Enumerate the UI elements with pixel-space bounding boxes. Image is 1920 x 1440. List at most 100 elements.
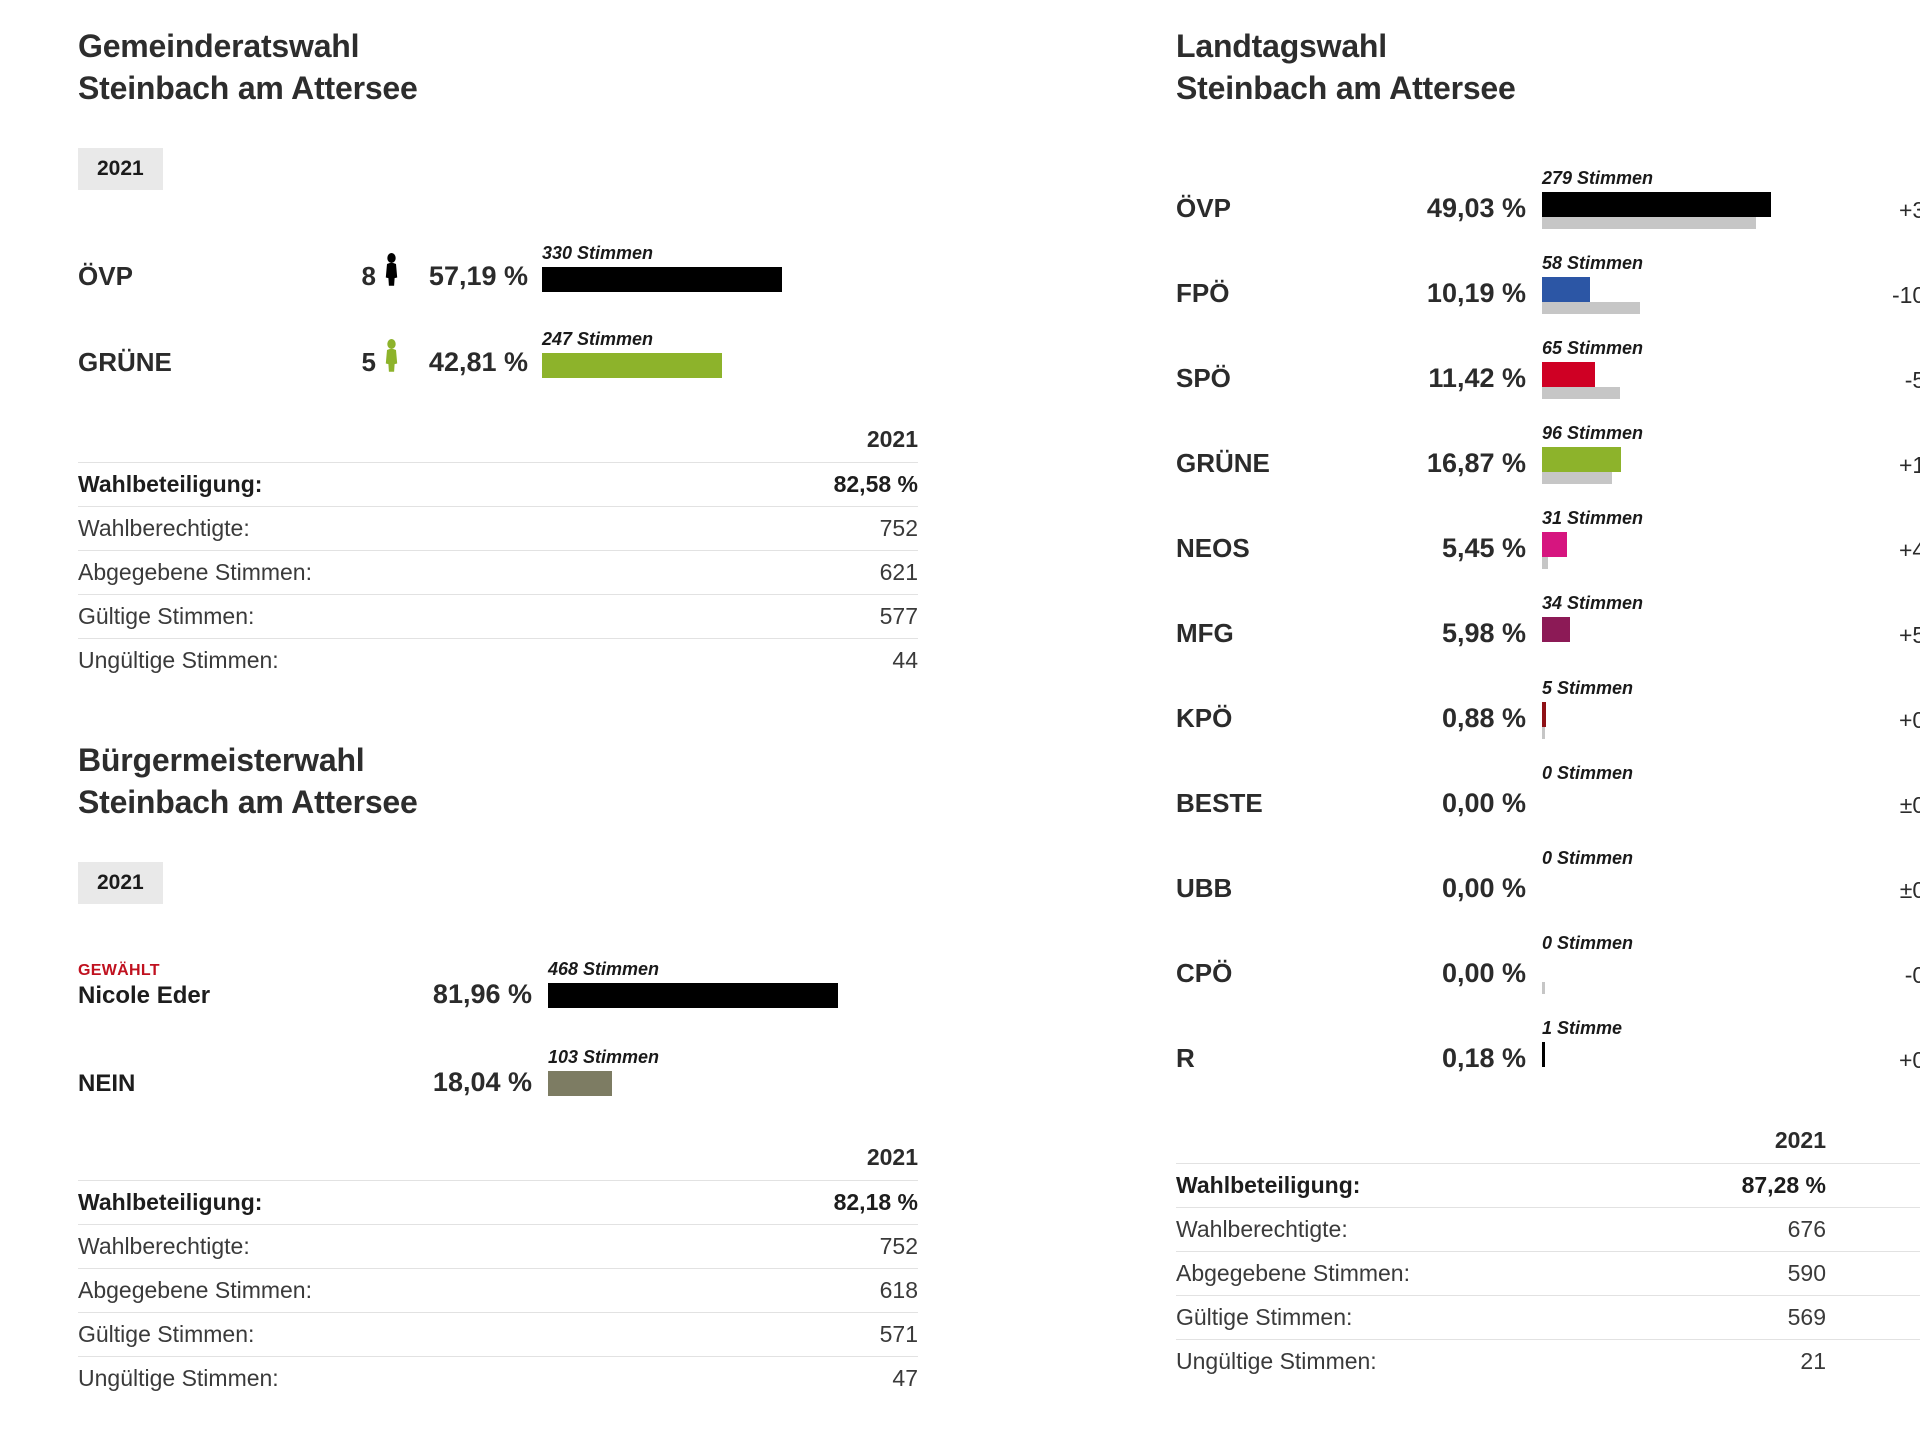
landtag-party-percent: 10,19 % <box>1426 277 1526 308</box>
candidate-percent: 81,96 % <box>432 978 532 1009</box>
landtag-party-name: GRÜNE <box>1176 447 1270 478</box>
party-row: GRÜNE 5 42,81 % 247 Stimmen <box>78 306 918 392</box>
landtag-bar-current <box>1542 191 1772 217</box>
candidate-name-cell: GEWÄHLT Nicole Eder <box>78 962 408 1022</box>
landtagswahl-party-list: ÖVP 49,03 % 279 Stimmen +3,32 % FPÖ 10,19 % 58… <box>1176 158 1920 1093</box>
stats-row-value: 89,98 % <box>1826 1162 1920 1208</box>
landtag-party-percent: 16,87 % <box>1426 447 1526 478</box>
stats-row-label: Gültige Stimmen: <box>78 1311 728 1357</box>
stats-row-value: 44 <box>728 637 918 682</box>
stats-row-label: Wahlbeteiligung: <box>78 461 728 507</box>
landtag-party-name: BESTE <box>1176 787 1263 818</box>
landtag-party-name: NEOS <box>1176 532 1250 563</box>
landtag-party-row: GRÜNE 16,87 % 96 Stimmen +1,99 % <box>1176 413 1920 498</box>
buergermeisterwahl-section: Bürgermeisterwahl Steinbach am Attersee … <box>78 740 918 1400</box>
stats-row: Wahlbeteiligung: 82,58 % <box>78 461 918 507</box>
stats-row-label: Wahlbeteiligung: <box>1176 1162 1636 1208</box>
landtag-party-name: CPÖ <box>1176 957 1233 988</box>
candidate-bar <box>548 982 838 1008</box>
stats-row-value: 571 <box>728 1311 918 1357</box>
landtag-party-diff: -0,35 % <box>1904 961 1920 988</box>
mandate-count: 8 <box>361 260 376 291</box>
stats-row: Wahlberechtigte:676659 <box>1176 1206 1920 1252</box>
stats-row-value: 676 <box>1636 1206 1826 1252</box>
stats-row: Ungültige Stimmen: 47 <box>78 1355 918 1400</box>
landtag-bar-previous <box>1542 301 1641 314</box>
landtag-bar-wrap: 31 Stimmen <box>1542 508 1832 583</box>
landtag-bar-current <box>1542 361 1596 387</box>
buergermeisterwahl-year-chip[interactable]: 2021 <box>78 861 163 904</box>
stats-column-header: 2021 <box>1774 1126 1826 1153</box>
stats-row: Wahlbeteiligung: 82,18 % <box>78 1179 918 1225</box>
landtag-party-row: NEOS 5,45 % 31 Stimmen +4,22 % <box>1176 498 1920 583</box>
stats-row: Wahlberechtigte: 752 <box>78 505 918 551</box>
landtag-party-row: UBB 0,00 % 0 Stimmen ±0,00 % <box>1176 838 1920 923</box>
landtag-party-percent: 5,45 % <box>1441 532 1526 563</box>
party-bar-current <box>542 352 723 378</box>
landtag-votes-label: 279 Stimmen <box>1542 167 1654 188</box>
landtag-party-row: ÖVP 49,03 % 279 Stimmen +3,32 % <box>1176 158 1920 243</box>
landtag-party-diff: +4,22 % <box>1898 536 1920 563</box>
party-row: ÖVP 8 57,19 % 330 Stimmen <box>78 220 918 306</box>
party-mandates: 5 <box>328 338 400 392</box>
stats-row-value: 659 <box>1826 1206 1920 1252</box>
mandate-figure-icon <box>383 338 400 378</box>
stats-corner <box>1176 1127 1636 1164</box>
landtagswahl-stats-table: 20212015Wahlbeteiligung:87,28 %89,98 %Wa… <box>1176 1127 1920 1383</box>
landtag-party-diff: +3,32 % <box>1898 196 1920 223</box>
landtag-bar-current <box>1542 1041 1545 1067</box>
landtag-party-percent: 0,18 % <box>1441 1042 1526 1073</box>
party-name: ÖVP <box>78 260 133 291</box>
party-votes-label: 330 Stimmen <box>542 242 654 263</box>
landtag-bar-current <box>1542 446 1621 472</box>
candidate-bar-wrap: 468 Stimmen <box>548 959 918 1022</box>
party-name: GRÜNE <box>78 346 172 377</box>
stats-row: Ungültige Stimmen: 44 <box>78 637 918 682</box>
landtag-bar-current <box>1542 616 1570 642</box>
stats-row: Ungültige Stimmen:2122 <box>1176 1338 1920 1383</box>
landtag-bar-wrap: 58 Stimmen <box>1542 253 1832 328</box>
stats-column-header: 2021 <box>866 1143 918 1170</box>
landtagswahl-title: Landtagswahl Steinbach am Attersee <box>1176 28 1516 106</box>
gemeinderatswahl-year-chip[interactable]: 2021 <box>78 147 163 190</box>
party-bar-wrap: 247 Stimmen <box>542 329 918 392</box>
landtagswahl-stats-header-row: 20212015 <box>1176 1127 1920 1164</box>
stats-row-value: 82,58 % <box>728 461 918 507</box>
stats-row-label: Wahlbeteiligung: <box>78 1179 728 1225</box>
landtag-bar-previous <box>1542 471 1612 484</box>
stats-row-label: Gültige Stimmen: <box>78 593 728 639</box>
stats-row-value: 618 <box>728 1267 918 1313</box>
landtag-party-diff: +5,98 % <box>1898 621 1920 648</box>
landtag-votes-label: 0 Stimmen <box>1542 932 1634 953</box>
candidate-bar-wrap: 103 Stimmen <box>548 1047 918 1110</box>
stats-row-value: 21 <box>1636 1338 1826 1383</box>
landtag-votes-label: 1 Stimme <box>1542 1017 1623 1038</box>
landtag-party-row: FPÖ 10,19 % 58 Stimmen -10,82 % <box>1176 243 1920 328</box>
gemeinderatswahl-section: Gemeinderatswahl Steinbach am Attersee 2… <box>78 26 918 682</box>
landtag-bar-wrap: 279 Stimmen <box>1542 168 1832 243</box>
landtag-bar-previous <box>1542 981 1545 994</box>
landtag-bar-previous <box>1542 726 1545 739</box>
landtag-party-percent: 5,98 % <box>1441 617 1526 648</box>
landtag-party-diff: ±0,00 % <box>1899 876 1920 903</box>
stats-row-value: 47 <box>728 1355 918 1400</box>
stats-row-value: 752 <box>728 1223 918 1269</box>
landtag-party-diff: +0,70 % <box>1898 706 1920 733</box>
stats-row-label: Wahlberechtigte: <box>78 1223 728 1269</box>
landtag-party-diff: +0,18 % <box>1898 1046 1920 1073</box>
landtag-bar-current <box>1542 276 1590 302</box>
elected-badge: GEWÄHLT <box>78 961 160 979</box>
landtag-votes-label: 0 Stimmen <box>1542 847 1634 868</box>
landtag-party-name: UBB <box>1176 872 1233 903</box>
buergermeisterwahl-title: Bürgermeisterwahl Steinbach am Attersee <box>78 741 418 820</box>
stats-column-header: 2021 <box>866 425 918 452</box>
landtag-bar-previous <box>1542 216 1756 229</box>
buergermeisterwahl-candidate-list: GEWÄHLT Nicole Eder 81,96 % 468 Stimmen NEIN… <box>78 934 918 1110</box>
landtag-bar-wrap: 0 Stimmen <box>1542 848 1832 923</box>
stats-row: Wahlbeteiligung:87,28 %89,98 % <box>1176 1162 1920 1208</box>
stats-row-value: 569 <box>1636 1294 1826 1340</box>
stats-row-label: Abgegebene Stimmen: <box>78 549 728 595</box>
landtag-party-name: FPÖ <box>1176 277 1230 308</box>
candidate-name: NEIN <box>78 1069 136 1097</box>
landtag-party-name: SPÖ <box>1176 362 1231 393</box>
